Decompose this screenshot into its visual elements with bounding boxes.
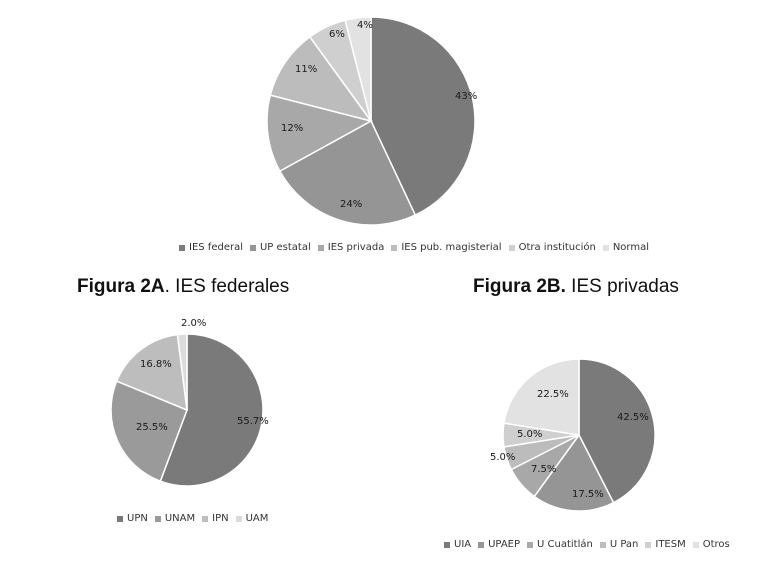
legend-swatch — [235, 515, 242, 522]
legend-item-fig2b-0: UIA — [444, 539, 471, 550]
legend-label: UNAM — [164, 513, 196, 524]
legend-label: U Pan — [609, 539, 639, 550]
legend-swatch — [478, 541, 485, 548]
figure-2a-title: Figura 2A. IES federales — [77, 276, 289, 298]
legend-label: ITESM — [655, 539, 686, 550]
legend-label: UIA — [454, 539, 472, 550]
slice-label-fig2b-2: 7.5% — [531, 464, 556, 475]
legend-swatch — [508, 244, 515, 251]
legend-item-fig2b-4: ITESM — [645, 539, 686, 550]
figure-2b-title-rest: IES privadas — [565, 276, 679, 297]
legend-item-fig2a-3: UAM — [235, 513, 269, 524]
pie-slice-fig2b-0 — [578, 358, 656, 504]
legend-label: IPN — [212, 513, 229, 524]
pie-slice-fig2a-3 — [176, 333, 188, 411]
legend-label: UPN — [127, 513, 148, 524]
pie-fig2b: 42.5% 17.5% 7.5% 5.0% 5.0% 22.5% — [490, 358, 656, 512]
legend-main: IES federal UP estatal IES privada IES pub.… — [179, 242, 656, 253]
legend-label: Normal — [612, 242, 650, 253]
slice-label-fig2a-3: 2.0% — [181, 318, 206, 329]
legend-item-main-1: UP estatal — [249, 242, 311, 253]
legend-item-fig2a-2: IPN — [202, 513, 229, 524]
pie-slice-fig2b-1 — [533, 433, 615, 512]
slice-label-fig2a-2: 16.8% — [140, 359, 172, 370]
slice-label-fig2b-0: 42.5% — [617, 412, 649, 423]
legend-swatch — [117, 515, 123, 522]
figure-2b-title: Figura 2B. IES privadas — [473, 276, 679, 298]
legend-swatch — [692, 541, 699, 548]
legend-item-fig2b-5: Otros — [692, 539, 730, 550]
legend-item-main-5: Normal — [602, 242, 650, 253]
slice-label-main-4: 6% — [329, 29, 345, 40]
slice-label-fig2b-1: 17.5% — [572, 489, 604, 500]
slice-label-main-3: 11% — [295, 64, 317, 75]
legend-swatch — [444, 541, 450, 548]
figure-2a-title-bold: Figura 2A — [77, 276, 165, 297]
legend-swatch — [527, 541, 534, 548]
legend-item-fig2a-0: UPN — [117, 513, 148, 524]
legend-label: UAM — [245, 513, 269, 524]
legend-swatch — [645, 541, 652, 548]
legend-item-fig2b-3: U Pan — [599, 539, 639, 550]
legend-label: UPAEP — [488, 539, 521, 550]
slice-label-fig2a-1: 25.5% — [136, 422, 168, 433]
pie-slice-fig2a-2 — [115, 333, 188, 412]
legend-swatch — [391, 244, 398, 251]
legend-swatch — [317, 244, 324, 251]
pie-slice-main-0 — [370, 16, 476, 217]
legend-label: Otros — [702, 539, 730, 550]
legend-item-fig2a-1: UNAM — [154, 513, 196, 524]
legend-label: U Cuatitlán — [537, 539, 593, 550]
figure-2a-title-rest: . IES federales — [164, 276, 290, 297]
slice-label-main-1: 24% — [340, 199, 362, 210]
legend-label: IES privada — [327, 242, 385, 253]
legend-label: IES pub. magisterial — [401, 242, 502, 253]
figure-2b-title-bold: Figura 2B. — [473, 276, 566, 297]
legend-item-main-4: Otra institución — [508, 242, 596, 253]
legend-fig2a: UPN UNAM IPN UAM — [117, 513, 275, 524]
pie-slice-fig2a-0 — [159, 333, 264, 487]
slice-label-main-2: 12% — [281, 123, 303, 134]
legend-item-fig2b-1: UPAEP — [478, 539, 520, 550]
slice-label-fig2b-3: 5.0% — [490, 452, 515, 463]
legend-swatch — [154, 515, 161, 522]
legend-swatch — [202, 515, 209, 522]
pie-slice-main-5 — [344, 16, 372, 122]
legend-item-main-3: IES pub. magisterial — [391, 242, 502, 253]
pie-slice-main-1 — [278, 119, 417, 226]
slice-label-main-0: 43% — [455, 91, 477, 102]
slice-label-fig2b-4: 5.0% — [517, 429, 542, 440]
legend-swatch — [249, 244, 256, 251]
pie-fig2a: 55.7% 25.5% 16.8% 2.0% — [110, 318, 269, 487]
slice-label-fig2b-5: 22.5% — [537, 389, 569, 400]
legend-item-main-0: IES federal — [179, 242, 243, 253]
legend-item-main-2: IES privada — [317, 242, 385, 253]
legend-label: UP estatal — [259, 242, 311, 253]
legend-label: IES federal — [189, 242, 243, 253]
legend-label: Otra institución — [518, 242, 596, 253]
pie-slice-main-3 — [269, 35, 373, 123]
legend-swatch — [179, 244, 185, 251]
slice-label-fig2a-0: 55.7% — [237, 416, 269, 427]
pie-slice-fig2a-1 — [110, 380, 188, 483]
legend-item-fig2b-2: U Cuatitlán — [527, 539, 593, 550]
pie-main: 43% 24% 12% 11% 6% 4% — [266, 16, 477, 226]
legend-swatch — [599, 541, 606, 548]
slice-label-main-5: 4% — [357, 20, 373, 31]
legend-fig2b: UIA UPAEP U Cuatitlán U Pan ITESM Otros — [444, 539, 737, 550]
pie-slice-fig2b-5 — [503, 358, 580, 436]
legend-swatch — [602, 244, 609, 251]
pie-slice-main-2 — [266, 94, 374, 173]
